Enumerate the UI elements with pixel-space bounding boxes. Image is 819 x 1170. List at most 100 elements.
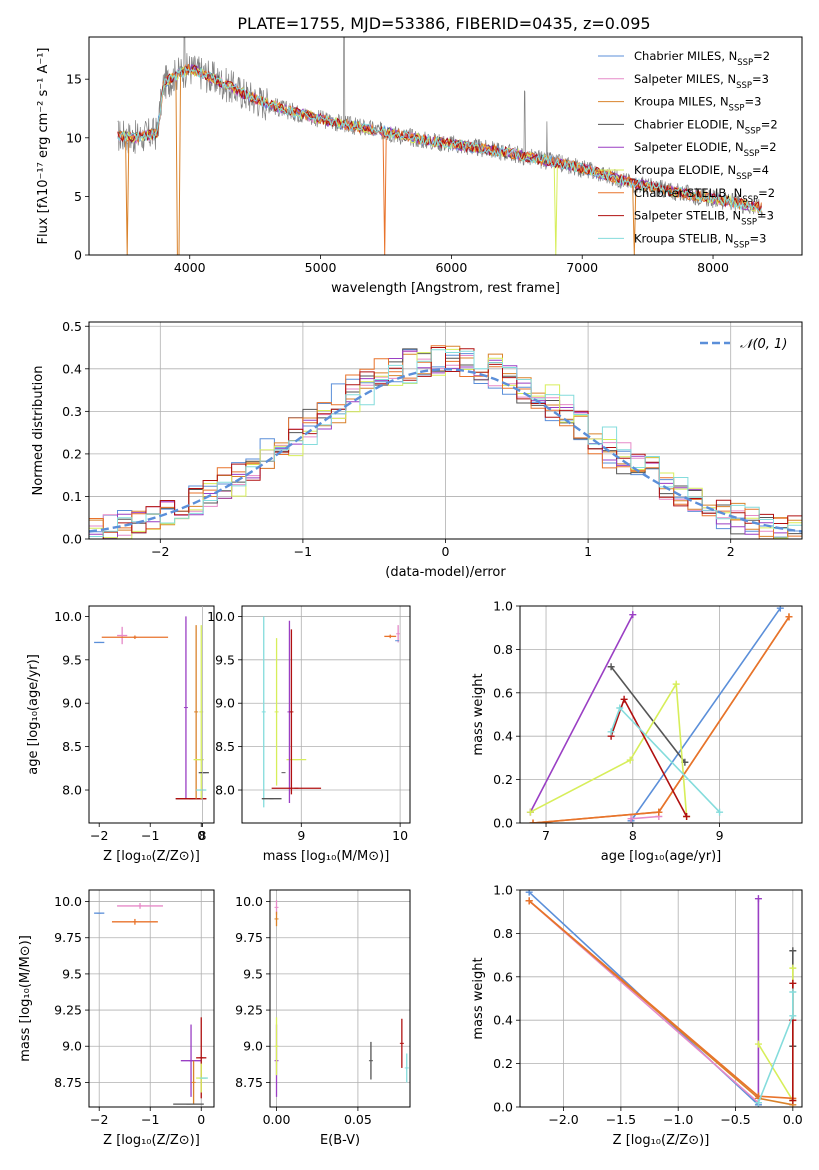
spectrum-frame: [88, 36, 803, 256]
weight-marker: [789, 1012, 797, 1020]
y-tick-label: 1.0: [493, 599, 513, 614]
spectrum-axes: 4000 5000 6000 7000 8000 0 5 10 15 wavelength [An…: [36, 48, 729, 297]
x-tick-label: 0: [197, 1112, 205, 1127]
mass_vs_Z-points: [94, 903, 208, 1105]
mass_vs_EBV-frame: [269, 889, 411, 1108]
legend-entry: Salpeter MILES, NSSP=3: [634, 72, 769, 91]
y-tick-label: 10.0: [54, 894, 82, 909]
spectrum-model-chabrier-stelib: [117, 63, 762, 255]
x-axis-label: Z [log₁₀(Z/Z⊙)]: [103, 1133, 200, 1148]
x-tick-label: 5000: [305, 260, 337, 275]
weight-marker: [789, 979, 797, 987]
x-tick-label: 8: [629, 828, 637, 843]
weight-marker: [526, 808, 534, 816]
weight-marker: [620, 695, 628, 703]
x-axis-label: E(B-V): [320, 1133, 360, 1148]
mass_vs_EBV-points: [274, 900, 409, 1097]
age_vs_mass-frame: [241, 605, 411, 824]
y-tick-label: 9.5: [215, 652, 235, 667]
weight-marker: [607, 663, 615, 671]
y-tick-label: 8.5: [215, 739, 235, 754]
y-tick-label: 9.0: [215, 696, 235, 711]
y-tick-label: 0.0: [493, 1100, 513, 1115]
x-tick-label: −1: [141, 828, 159, 843]
age_vs_Z-axes: −2 −1 0 8.0 8.5 9.0 9.5 10.0 Z [log₁₀(Z/Z⊙)] age …: [26, 609, 205, 864]
weight-line-kroupa-miles: [528, 900, 793, 1106]
weight-marker: [529, 819, 537, 823]
weight-line-chabrier-stelib: [528, 900, 793, 1100]
y-tick-label: 9.75: [235, 930, 263, 945]
weight-line-kroupa-miles: [532, 616, 790, 823]
weight-marker: [627, 815, 635, 823]
y-tick-label: 10.0: [54, 609, 82, 624]
x-axis-label: Z [log₁₀(Z/Z⊙)]: [613, 1133, 710, 1148]
x-tick-label: 10: [392, 828, 408, 843]
weight-marker: [754, 1040, 762, 1048]
y-tick-label: 0.4: [62, 361, 82, 376]
y-tick-label: 0.2: [493, 772, 513, 787]
x-axis-label: age [log₁₀(age/yr)]: [601, 849, 722, 864]
weight-marker: [716, 808, 724, 816]
y-tick-label: 0.4: [493, 1013, 513, 1028]
legend-entry: Chabrier STELIB, NSSP=2: [634, 186, 775, 205]
weight-marker: [754, 895, 762, 903]
y-tick-label: 8.0: [215, 783, 235, 798]
y-tick-label: 8.75: [54, 1075, 82, 1090]
x-tick-label: 4000: [174, 260, 206, 275]
x-tick-label: 0.0: [783, 1112, 803, 1127]
y-tick-label: 0.6: [493, 969, 513, 984]
legend-entry: Chabrier MILES, NSSP=2: [634, 49, 770, 68]
y-tick-label: 0.6: [493, 685, 513, 700]
x-tick-label: 0: [197, 828, 205, 843]
weight-line-chabrier-stelib: [532, 616, 790, 823]
y-tick-label: 9.0: [62, 696, 82, 711]
y-tick-label: 0.3: [62, 404, 82, 419]
y-tick-label: 9.0: [243, 1039, 263, 1054]
x-tick-label: 0: [442, 544, 450, 559]
x-tick-label: −1.0: [663, 1112, 693, 1127]
x-tick-label: −1: [141, 1112, 159, 1127]
y-tick-label: 9.25: [54, 1003, 82, 1018]
weight-line-kroupa-elodie: [530, 681, 688, 817]
x-tick-label: −0.5: [720, 1112, 750, 1127]
y-tick-label: 9.75: [54, 930, 82, 945]
y-tick-label: 0.0: [493, 816, 513, 831]
weight-marker: [616, 704, 624, 712]
histogram-kroupa-stelib: [89, 349, 802, 537]
y-tick-label: 0.2: [493, 1056, 513, 1071]
x-tick-label: 8000: [697, 260, 729, 275]
x-tick-label: 1: [584, 544, 592, 559]
weight-line-salpeter-miles: [631, 815, 659, 820]
age_vs_Z-frame: [88, 605, 215, 824]
x-tick-label: 9: [716, 828, 724, 843]
weight-marker: [785, 613, 793, 621]
weight-line-salpeter-elodie: [529, 614, 634, 813]
legend-entry: 𝒩(0, 1): [740, 337, 787, 352]
x-tick-label: −1.5: [606, 1112, 636, 1127]
y-tick-label: 0.8: [493, 926, 513, 941]
residual-histograms: [89, 345, 802, 539]
y-tick-label: 9.0: [62, 1039, 82, 1054]
spectrum-model-kroupa-miles: [117, 64, 762, 255]
x-tick-label: −2: [90, 828, 108, 843]
y-tick-label: 8.75: [235, 1075, 263, 1090]
y-tick-label: 8.5: [62, 739, 82, 754]
weight_vs_Z-axes: −2.0 −1.5 −1.0 −0.5 0.0 0.0 0.2 0.4 0.6 0.8 1.0 Z […: [471, 883, 803, 1149]
y-axis-label: mass [log₁₀(M/M⊙)]: [18, 935, 33, 1062]
x-tick-label: 6000: [435, 260, 467, 275]
weight-marker: [626, 756, 634, 764]
x-tick-label: 0.05: [344, 1112, 372, 1127]
y-tick-label: 0.5: [62, 319, 82, 334]
weight-marker: [655, 808, 663, 816]
y-axis-label: Flux [fλ10⁻¹⁷ erg cm⁻² s⁻¹ A⁻¹]: [36, 48, 51, 245]
weight_vs_Z-lines: [525, 890, 797, 1107]
weight-line-kroupa-stelib: [757, 992, 794, 1103]
normal-curve: [89, 368, 802, 533]
y-tick-label: 8.0: [62, 783, 82, 798]
weight-marker: [789, 964, 797, 972]
x-tick-label: 8: [198, 828, 206, 843]
x-tick-label: −1: [294, 544, 312, 559]
age_vs_Z-points: [94, 616, 209, 800]
spectrum-lines: [117, 37, 763, 255]
